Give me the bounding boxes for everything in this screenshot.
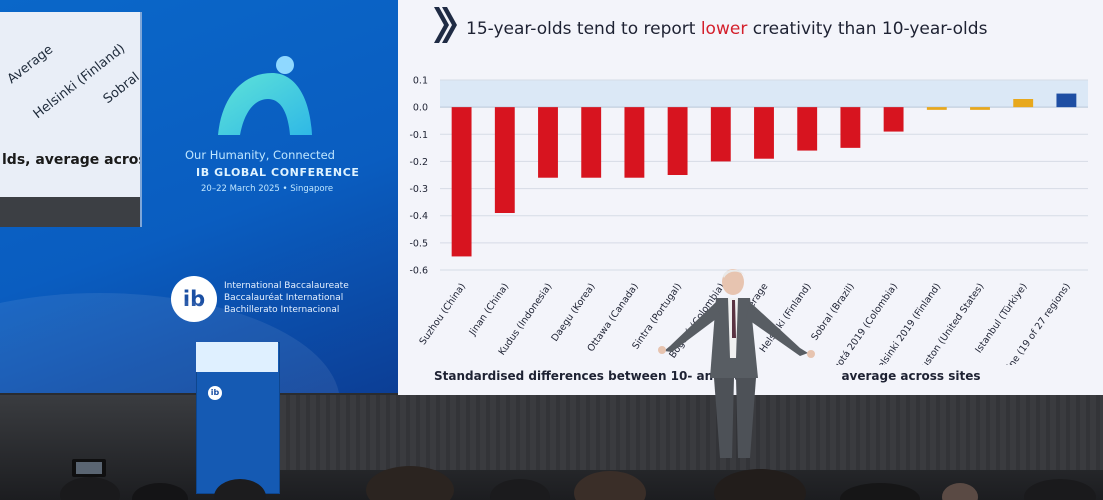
bar-chart: 0.1 0.0 -0.1 -0.2 -0.3 -0.4 -0.5 -0.6 Suzhou (Ch… [409, 76, 1088, 365]
bar [1056, 93, 1077, 108]
bar [667, 107, 688, 175]
ib-name-en: International Baccalaureate [224, 281, 349, 291]
oecd-logo-icon [434, 7, 457, 43]
bar [581, 107, 602, 178]
bar [926, 107, 947, 110]
conference-dates: 20–22 March 2025 • Singapore [201, 184, 334, 194]
y-tick-label: -0.4 [409, 211, 428, 222]
subtitle-end: average across sites [841, 369, 981, 383]
title-suffix: creativity than 10-year-olds [747, 19, 988, 39]
bar [754, 107, 774, 159]
y-tick-label: -0.6 [409, 266, 428, 277]
bar [494, 107, 515, 213]
audience [60, 459, 1096, 500]
category-label: Suzhou (China) [417, 281, 468, 347]
category-label: Daegu (Korea) [549, 281, 597, 343]
positive-band [440, 80, 1088, 108]
bar [840, 107, 861, 148]
title-prefix: 15-year-olds tend to report [466, 19, 701, 39]
inset-label: Sobral [100, 69, 142, 107]
bar [710, 107, 731, 162]
slide-title: 15-year-olds tend to report lower creati… [466, 19, 987, 39]
bar [970, 107, 990, 110]
left-screen: Average Helsinki (Finland) Sobral lds, a… [0, 0, 400, 393]
inset-caption: lds, average acros [2, 152, 142, 168]
bar [624, 107, 645, 178]
stage-curtain [280, 395, 1103, 470]
y-tick-label: -0.1 [409, 130, 428, 141]
ib-org-names: International Baccalaureate Baccalauréat… [224, 280, 349, 316]
ib-name-fr: Baccalauréat International [224, 293, 344, 303]
category-label: Houston (United States) [912, 281, 987, 365]
y-tick-label: 0.0 [413, 103, 428, 114]
podium-banner [196, 342, 278, 372]
bar [538, 107, 558, 178]
conference-logo [218, 56, 312, 135]
bar [451, 107, 472, 257]
bar [1013, 99, 1034, 108]
inset-slide: Average Helsinki (Finland) Sobral lds, a… [0, 12, 142, 227]
y-tick-label: -0.3 [409, 184, 428, 195]
ib-name-es: Bachillerato Internacional [224, 305, 340, 315]
bar [797, 107, 818, 151]
y-tick-label: 0.1 [413, 76, 428, 87]
inset-shadow [0, 197, 140, 227]
speaker-figure [658, 269, 815, 458]
y-tick-label: -0.5 [409, 238, 428, 249]
subtitle-start: Standardised differences between 10- and… [434, 369, 756, 383]
y-tick-label: -0.2 [409, 157, 428, 168]
chart-subtitle: Standardised differences between 10- and… [434, 369, 981, 383]
inset-label: Average [4, 42, 57, 87]
category-label: Jinan (China) [467, 281, 512, 338]
ib-logo: ib [171, 276, 217, 322]
conference-name: IB GLOBAL CONFERENCE [196, 166, 360, 179]
conference-tagline: Our Humanity, Connected [185, 148, 335, 162]
podium-ib-logo: ib [208, 386, 222, 400]
title-highlight: lower [700, 19, 748, 39]
bar [883, 107, 904, 132]
